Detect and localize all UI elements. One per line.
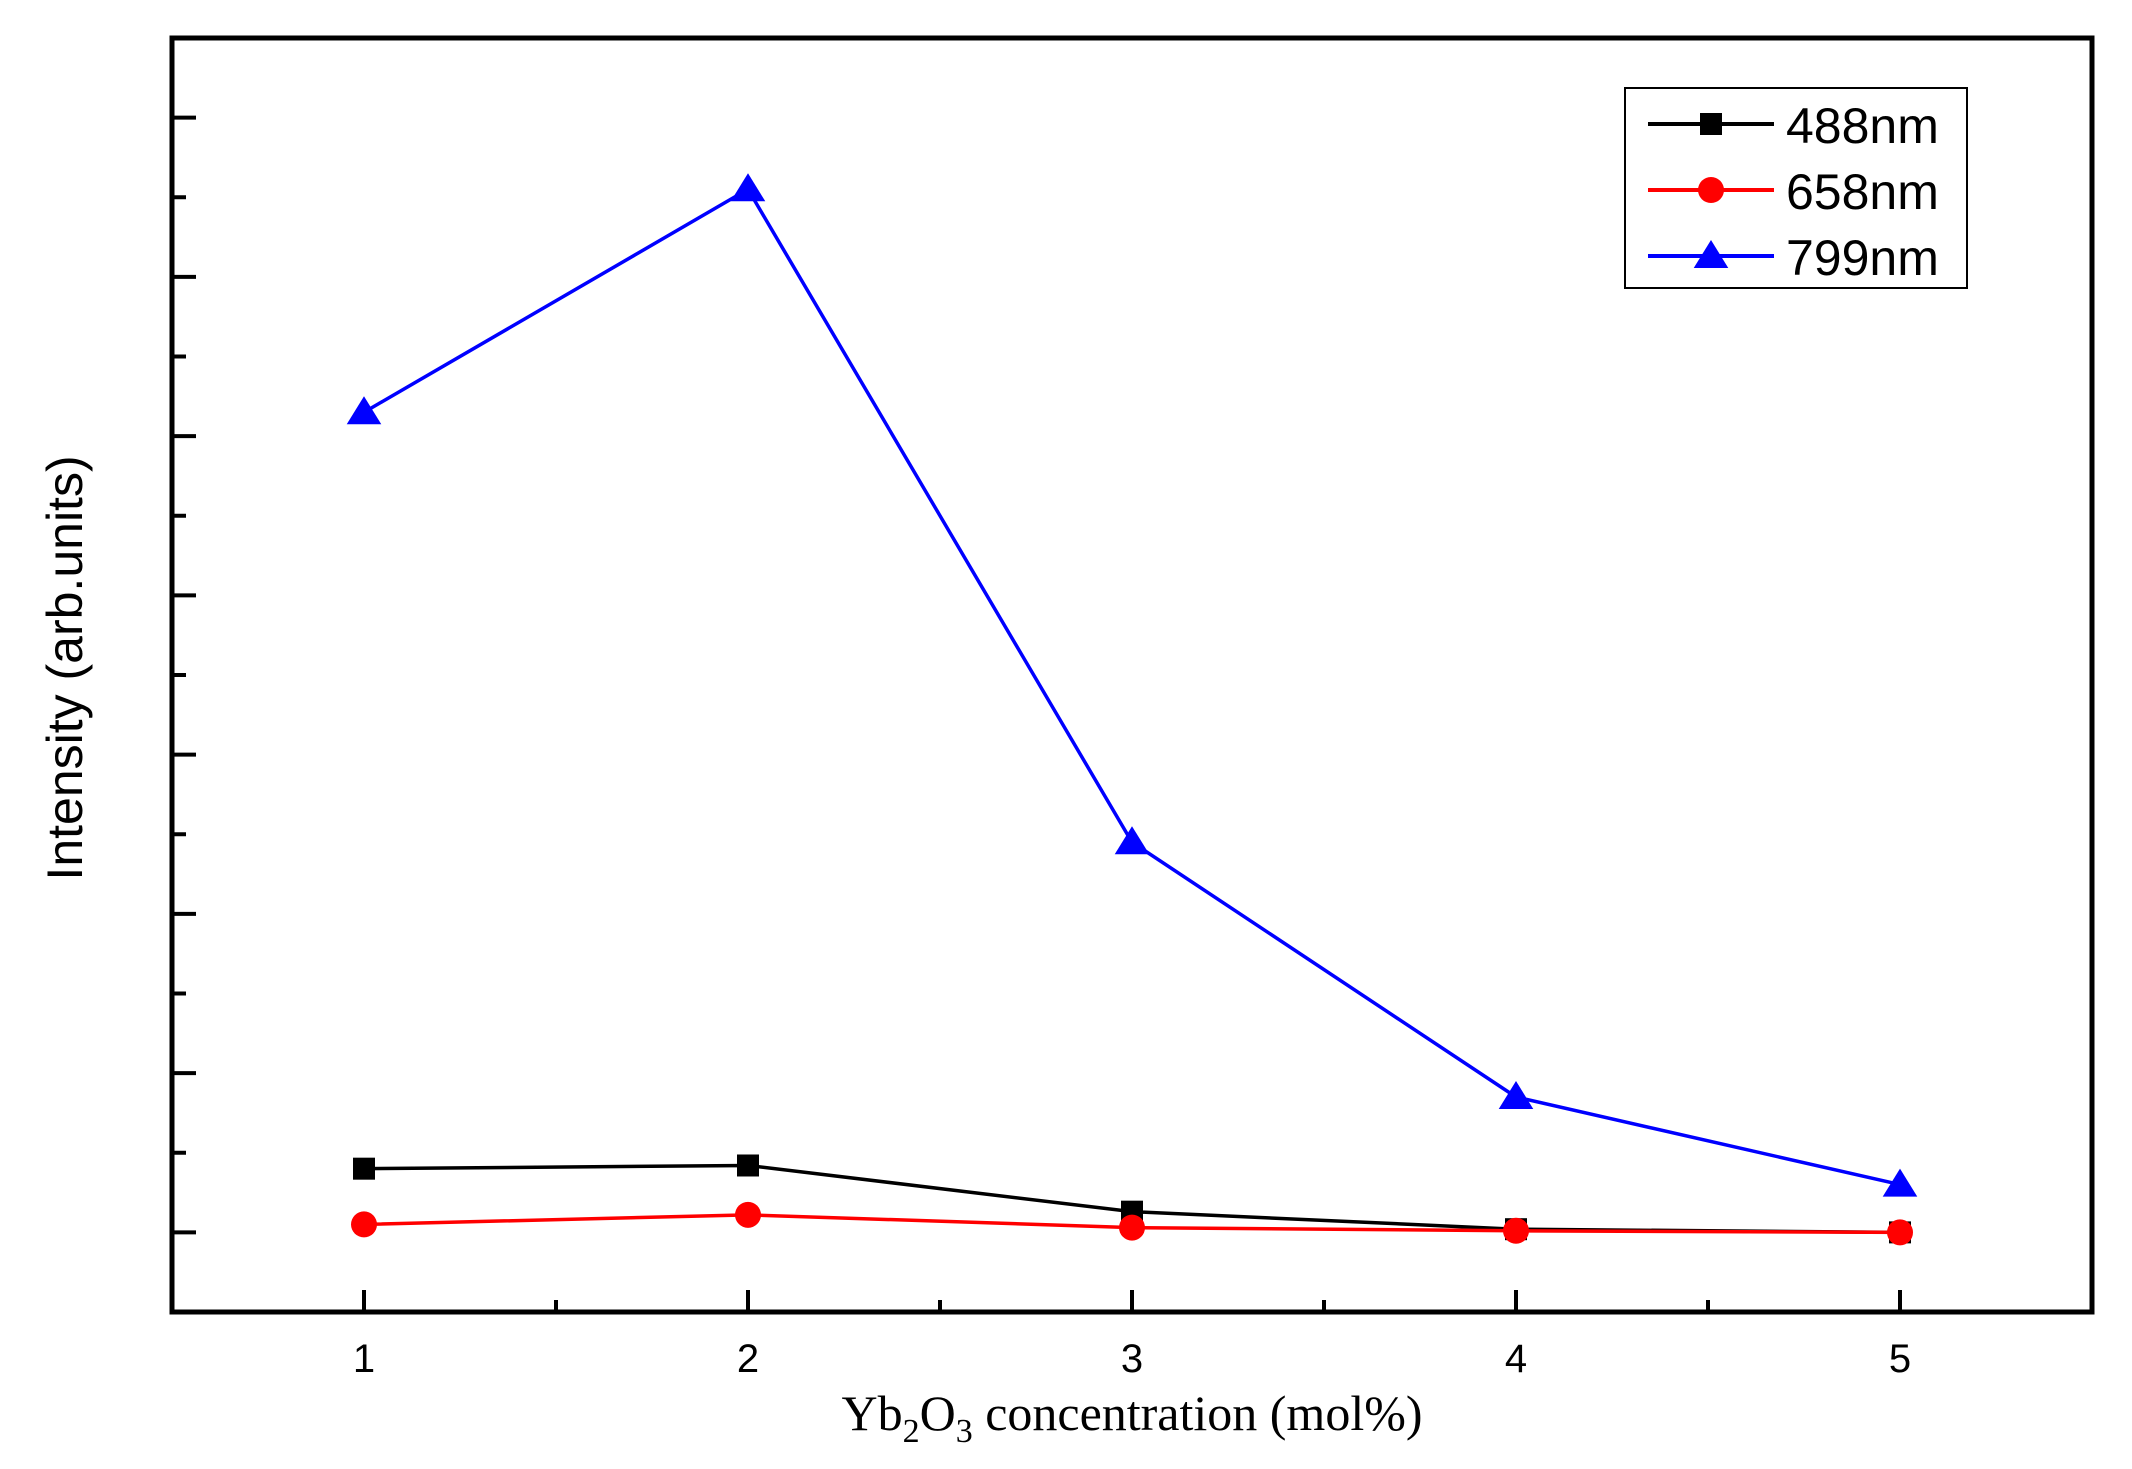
- x-tick-label: 3: [1121, 1337, 1143, 1381]
- x-axis-tick-labels: 1 2 3 4 5: [353, 1337, 1911, 1381]
- data-point-799nm: [1882, 1168, 1918, 1197]
- data-point-658nm: [1887, 1219, 1913, 1246]
- data-point-799nm: [730, 173, 766, 202]
- data-point-658nm: [1503, 1217, 1529, 1244]
- data-point-658nm: [351, 1211, 377, 1238]
- legend-label-799nm: 799nm: [1786, 230, 1939, 286]
- y-axis-title: Intensity (arb.units): [37, 455, 93, 880]
- series-layer: [346, 173, 1918, 1246]
- series-799nm: [346, 173, 1918, 1197]
- data-point-799nm: [346, 396, 382, 425]
- data-point-488nm: [353, 1157, 375, 1180]
- x-axis-title-suffix: concentration (mol%): [973, 1385, 1423, 1441]
- x-tick-label: 4: [1505, 1337, 1527, 1381]
- x-axis-title: Yb2O3 concentration (mol%): [841, 1385, 1422, 1450]
- data-point-658nm: [1119, 1214, 1145, 1241]
- y-axis-ticks: [172, 115, 196, 1235]
- x-axis-title-prefix: Yb: [841, 1385, 902, 1441]
- data-point-658nm: [735, 1201, 761, 1228]
- legend-label-488nm: 488nm: [1786, 98, 1939, 154]
- legend: 488nm 658nm 799nm: [1624, 87, 1968, 289]
- x-axis-title-subscript-2: 3: [956, 1413, 973, 1450]
- x-tick-label: 5: [1889, 1337, 1911, 1381]
- legend-marker-658nm: [1698, 177, 1724, 203]
- x-axis-title-mid: O: [920, 1385, 956, 1441]
- legend-label-658nm: 658nm: [1786, 164, 1939, 220]
- data-point-799nm: [1114, 826, 1150, 855]
- data-point-799nm: [1498, 1081, 1534, 1110]
- x-axis-ticks: [362, 1290, 1902, 1312]
- legend-marker-488nm: [1700, 113, 1722, 135]
- legend-entries: 488nm 658nm 799nm: [1648, 98, 1939, 286]
- legend-marker-799nm: [1693, 240, 1729, 268]
- x-axis-title-subscript-1: 2: [903, 1413, 920, 1450]
- x-tick-label: 1: [353, 1337, 375, 1381]
- x-tick-label: 2: [737, 1337, 759, 1381]
- series-658nm: [351, 1201, 1913, 1246]
- data-point-488nm: [737, 1154, 759, 1177]
